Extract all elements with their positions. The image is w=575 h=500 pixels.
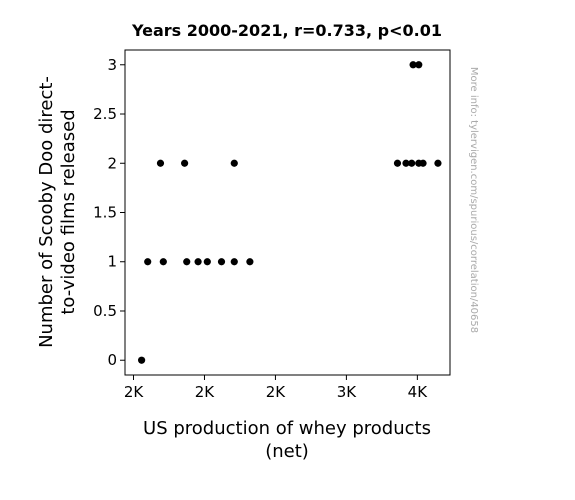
- data-point: [194, 258, 202, 266]
- data-point: [183, 258, 191, 266]
- data-point: [434, 159, 442, 167]
- y-tick-label: 1: [107, 253, 117, 271]
- data-point: [144, 258, 152, 266]
- data-point: [203, 258, 211, 266]
- data-point: [408, 159, 416, 167]
- data-points: [138, 61, 442, 364]
- watermark-text: More info: tylervigen.com/spurious/corre…: [468, 67, 479, 333]
- y-axis-label-line-2: to-video films released: [58, 109, 79, 314]
- data-point: [181, 159, 189, 167]
- data-point: [217, 258, 226, 266]
- data-point: [402, 159, 410, 167]
- data-point: [419, 159, 427, 167]
- data-point: [246, 258, 254, 266]
- data-point: [230, 258, 238, 266]
- data-point: [415, 61, 423, 69]
- x-axis-label-line-2: (net): [265, 441, 309, 462]
- y-tick-label: 2.5: [93, 105, 117, 123]
- y-tick-label: 2: [107, 154, 117, 172]
- y-tick-label: 0: [107, 351, 117, 369]
- data-point: [393, 159, 402, 167]
- chart-title: Years 2000-2021, r=0.733, p<0.01: [131, 21, 442, 40]
- data-point: [409, 61, 417, 69]
- y-tick-label: 1.5: [93, 204, 117, 222]
- x-tick-label: 2K: [195, 383, 216, 401]
- x-tick-label: 2K: [124, 383, 145, 401]
- y-axis-label-line-1: Number of Scooby Doo direct-: [36, 76, 57, 348]
- y-axis-ticks: 0 0.5 1 1.5 2 2.5 3: [93, 56, 125, 369]
- data-point: [156, 159, 165, 167]
- y-tick-label: 0.5: [93, 302, 117, 320]
- x-axis-label-line-1: US production of whey products: [143, 418, 431, 439]
- x-tick-label: 3K: [337, 383, 358, 401]
- x-axis-ticks: 2K 2K 2K 3K 4K: [124, 375, 428, 401]
- y-tick-label: 3: [107, 56, 117, 74]
- x-tick-label: 2K: [266, 383, 287, 401]
- x-tick-label: 4K: [408, 383, 429, 401]
- data-point: [138, 356, 146, 364]
- data-point: [230, 159, 238, 167]
- data-point: [159, 258, 167, 266]
